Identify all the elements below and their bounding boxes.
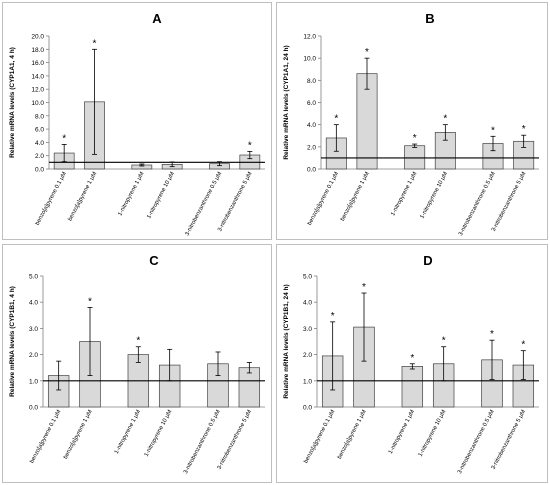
chart-svg-a: A Relative mRNA levels (CYP1A1, 4 h) 0.0 2.… bbox=[9, 11, 265, 237]
x-tick-label: benzo[a]pyrene 1 μM bbox=[67, 171, 98, 222]
y-tick-label: 0.0 bbox=[303, 405, 312, 412]
y-tick-label: 2.0 bbox=[35, 153, 44, 160]
y-tick-label: 10.0 bbox=[31, 100, 44, 107]
significance-marker: * bbox=[334, 114, 338, 125]
chart-panel-c: C Relative mRNA levels (CYP1B1, 4 h) 0.0 1.… bbox=[2, 244, 272, 483]
x-tick-label: benzo[a]pyrene 0.1 μM bbox=[29, 409, 62, 464]
y-tick-label: 5.0 bbox=[29, 274, 38, 281]
x-tick-label: 3-nitrobenzanthrone 0.5 μM bbox=[457, 409, 496, 475]
bar bbox=[238, 367, 261, 408]
significance-marker: * bbox=[93, 38, 97, 49]
significance-marker: * bbox=[410, 353, 414, 364]
x-tick-label: 1-nitropyrene 1 μM bbox=[114, 409, 142, 455]
x-tick-label: 1-nitropyrene 1 μM bbox=[388, 409, 416, 455]
y-tick-label: 12.0 bbox=[303, 34, 316, 41]
significance-marker: * bbox=[490, 329, 494, 340]
x-tick-label: benzo[a]pyrene 1 μM bbox=[340, 171, 371, 222]
y-tick-label: 20.0 bbox=[31, 34, 44, 41]
y-axis-label-b: Relative mRNA levels (CYP1A1, 24 h) bbox=[283, 45, 290, 159]
significance-marker: * bbox=[62, 133, 66, 144]
bar bbox=[401, 366, 424, 408]
y-tick-label: 0.0 bbox=[35, 167, 44, 174]
y-tick-label: 4.0 bbox=[303, 300, 312, 307]
significance-marker: * bbox=[331, 311, 335, 322]
x-tick-label: 1-nitropyrene 10 μM bbox=[418, 409, 448, 458]
y-tick-label: 8.0 bbox=[35, 113, 44, 120]
chart-panel-d: D Relative mRNA levels (CYP1B1, 24 h) 0.0 1… bbox=[276, 244, 548, 483]
y-tick-label: 2.0 bbox=[29, 352, 38, 359]
x-tick-label: 3-nitrobenzanthrone 5 μM bbox=[491, 409, 528, 471]
x-tick-label: 1-nitropyrene 10 μM bbox=[146, 171, 176, 220]
x-tick-label: benzo[a]pyrene 0.1 μM bbox=[307, 171, 340, 226]
y-tick-label: 4.0 bbox=[307, 122, 316, 129]
significance-marker: * bbox=[413, 133, 417, 144]
y-tick-label: 0.0 bbox=[307, 167, 316, 174]
y-tick-label: 1.0 bbox=[29, 378, 38, 385]
y-tick-label: 6.0 bbox=[35, 127, 44, 134]
x-tick-label: benzo[a]pyrene 0.1 μM bbox=[35, 171, 68, 226]
y-axis-label-c: Relative mRNA levels (CYP1B1, 4 h) bbox=[9, 286, 16, 397]
y-tick-label: 14.0 bbox=[31, 73, 44, 80]
x-tick-label: 1-nitropyrene 1 μM bbox=[390, 171, 418, 217]
significance-marker: * bbox=[88, 296, 92, 307]
chart-svg-d: D Relative mRNA levels (CYP1B1, 24 h) 0.0 1… bbox=[283, 253, 539, 475]
chart-title-b: B bbox=[425, 11, 434, 26]
x-tick-label: 1-nitropyrene 1 μM bbox=[117, 171, 145, 217]
x-tick-label: 3-nitrobenzanthrone 5 μM bbox=[217, 409, 254, 471]
chart-title-d: D bbox=[423, 253, 432, 268]
chart-title-a: A bbox=[152, 11, 162, 26]
significance-marker: * bbox=[136, 336, 140, 347]
x-tick-label: benzo[a]pyrene 0.1 μM bbox=[303, 409, 336, 464]
significance-marker: * bbox=[491, 125, 495, 136]
significance-marker: * bbox=[248, 140, 252, 151]
chart-panel-b: B Relative mRNA levels (CYP1A1, 24 h) 0.0 2… bbox=[276, 2, 548, 240]
significance-marker: * bbox=[365, 47, 369, 58]
x-tick-label: 3-nitrobenzanthrone 0.5 μM bbox=[458, 171, 497, 237]
y-tick-label: 8.0 bbox=[307, 78, 316, 85]
x-tick-label: 3-nitrobenzanthrone 5 μM bbox=[491, 171, 528, 233]
x-tick-label: 1-nitropyrene 10 μM bbox=[144, 409, 174, 458]
x-tick-label: benzo[a]pyrene 1 μM bbox=[63, 409, 94, 460]
x-tick-label: benzo[a]pyrene 1 μM bbox=[337, 409, 368, 460]
y-tick-label: 16.0 bbox=[31, 60, 44, 67]
x-tick-label: 3-nitrobenzanthrone 5 μM bbox=[217, 171, 254, 233]
significance-marker: * bbox=[442, 336, 446, 347]
y-tick-label: 3.0 bbox=[29, 326, 38, 333]
chart-title-c: C bbox=[149, 253, 159, 268]
y-axis-label-d: Relative mRNA levels (CYP1B1, 24 h) bbox=[283, 284, 290, 398]
y-tick-label: 18.0 bbox=[31, 47, 44, 54]
significance-marker: * bbox=[521, 340, 525, 351]
x-tick-label: 1-nitropyrene 10 μM bbox=[419, 171, 449, 220]
chart-svg-c: C Relative mRNA levels (CYP1B1, 4 h) 0.0 1.… bbox=[9, 253, 265, 475]
y-tick-label: 3.0 bbox=[303, 326, 312, 333]
bar bbox=[404, 145, 426, 170]
significance-marker: * bbox=[522, 124, 526, 135]
y-tick-label: 1.0 bbox=[303, 378, 312, 385]
x-tick-label: 3-nitrobenzanthrone 0.5 μM bbox=[183, 409, 222, 475]
y-tick-label: 4.0 bbox=[35, 140, 44, 147]
chart-panel-a: A Relative mRNA levels (CYP1A1, 4 h) 0.0 2.… bbox=[2, 2, 272, 240]
y-tick-label: 2.0 bbox=[303, 352, 312, 359]
significance-marker: * bbox=[362, 282, 366, 293]
y-tick-label: 4.0 bbox=[29, 300, 38, 307]
y-tick-label: 10.0 bbox=[303, 56, 316, 63]
significance-marker: * bbox=[443, 114, 447, 125]
y-tick-label: 5.0 bbox=[303, 274, 312, 281]
y-tick-label: 12.0 bbox=[31, 87, 44, 94]
chart-svg-b: B Relative mRNA levels (CYP1A1, 24 h) 0.0 2… bbox=[283, 11, 539, 237]
y-tick-label: 2.0 bbox=[307, 144, 316, 151]
y-axis-label-a: Relative mRNA levels (CYP1A1, 4 h) bbox=[9, 47, 16, 158]
y-tick-label: 0.0 bbox=[29, 405, 38, 412]
y-tick-label: 6.0 bbox=[307, 100, 316, 107]
